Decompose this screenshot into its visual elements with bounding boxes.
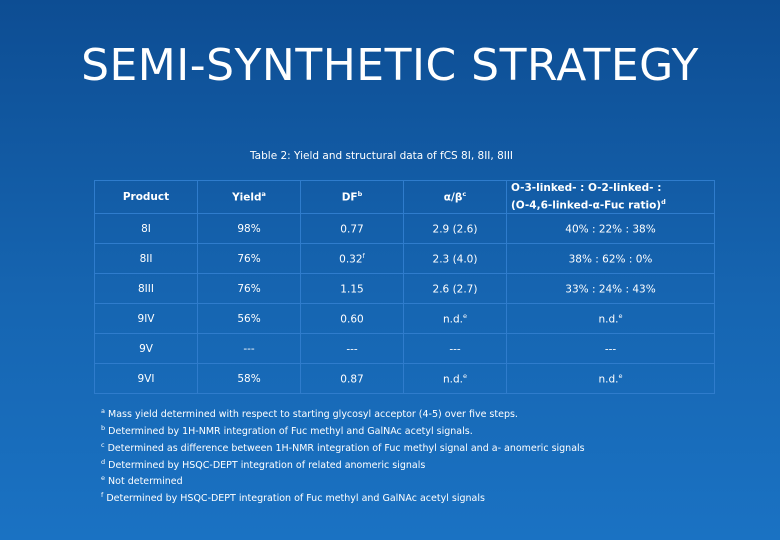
cell-product: 8I	[94, 213, 198, 244]
footnote: e Not determined	[101, 474, 183, 488]
footnote: c Determined as difference between 1H-NM…	[101, 440, 585, 454]
table-row: 9IV 56% 0.60 n.d.e n.d.e	[94, 303, 715, 334]
cell-alpha-beta: n.d.e	[403, 303, 507, 334]
header-product: Product	[94, 180, 198, 214]
table-row: 8I 98% 0.77 2.9 (2.6) 40% : 22% : 38%	[94, 213, 715, 244]
cell-alpha-beta: 2.9 (2.6)	[403, 213, 507, 244]
cell-linkage: ---	[506, 333, 715, 364]
slide-title: SEMI-SYNTHETIC STRATEGY	[81, 40, 699, 91]
cell-df: 0.77	[300, 213, 404, 244]
cell-df: 0.60	[300, 303, 404, 334]
table-row: 8III 76% 1.15 2.6 (2.7) 33% : 24% : 43%	[94, 273, 715, 304]
cell-alpha-beta: 2.6 (2.7)	[403, 273, 507, 304]
header-linkage-ratio: O-3-linked- : O-2-linked- : (O-4,6-linked…	[506, 180, 715, 214]
cell-alpha-beta: ---	[403, 333, 507, 364]
cell-yield: 56%	[197, 303, 301, 334]
header-alpha-beta: α/βc	[403, 180, 507, 214]
cell-product: 9V	[94, 333, 198, 364]
cell-linkage: n.d.e	[506, 363, 715, 394]
cell-yield: 76%	[197, 273, 301, 304]
cell-df: 1.15	[300, 273, 404, 304]
cell-linkage: 38% : 62% : 0%	[506, 243, 715, 274]
cell-df: ---	[300, 333, 404, 364]
cell-alpha-beta: n.d.e	[403, 363, 507, 394]
footnotes: a Mass yield determined with respect to …	[101, 405, 585, 506]
table-header-row: Product Yielda DFb α/βc O-3-linked- : O-…	[94, 180, 715, 214]
header-df: DFb	[300, 180, 404, 214]
footnote: d Determined by HSQC-DEPT integration of…	[101, 457, 426, 471]
cell-linkage: 40% : 22% : 38%	[506, 213, 715, 244]
footnote: b Determined by 1H-NMR integration of Fu…	[101, 423, 473, 438]
table-caption: Table 2: Yield and structural data of fC…	[250, 150, 514, 162]
cell-yield: 58%	[197, 363, 301, 394]
cell-product: 8III	[94, 273, 198, 304]
cell-linkage: 33% : 24% : 43%	[506, 273, 715, 304]
table-row: 8II 76% 0.32f 2.3 (4.0) 38% : 62% : 0%	[94, 243, 715, 274]
footnote: a Mass yield determined with respect to …	[101, 407, 518, 421]
cell-product: 9VI	[94, 363, 198, 394]
cell-product: 8II	[94, 243, 198, 274]
cell-df: 0.32f	[300, 243, 404, 274]
cell-yield: ---	[197, 333, 301, 364]
cell-linkage: n.d.e	[506, 303, 715, 334]
cell-yield: 98%	[197, 213, 301, 244]
table-row: 9VI 58% 0.87 n.d.e n.d.e	[94, 363, 715, 394]
table-row: 9V --- --- --- ---	[94, 333, 715, 364]
cell-yield: 76%	[197, 243, 301, 274]
data-table: Product Yielda DFb α/βc O-3-linked- : O-…	[94, 180, 715, 394]
cell-alpha-beta: 2.3 (4.0)	[403, 243, 507, 274]
header-yield: Yielda	[197, 180, 301, 214]
footnote: f Determined by HSQC-DEPT integration of…	[101, 491, 485, 505]
cell-df: 0.87	[300, 363, 404, 394]
cell-product: 9IV	[94, 303, 198, 334]
